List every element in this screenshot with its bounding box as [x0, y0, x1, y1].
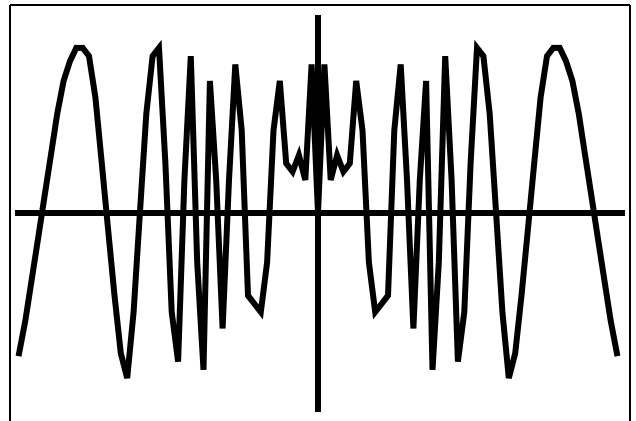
function-graph — [15, 39, 621, 379]
